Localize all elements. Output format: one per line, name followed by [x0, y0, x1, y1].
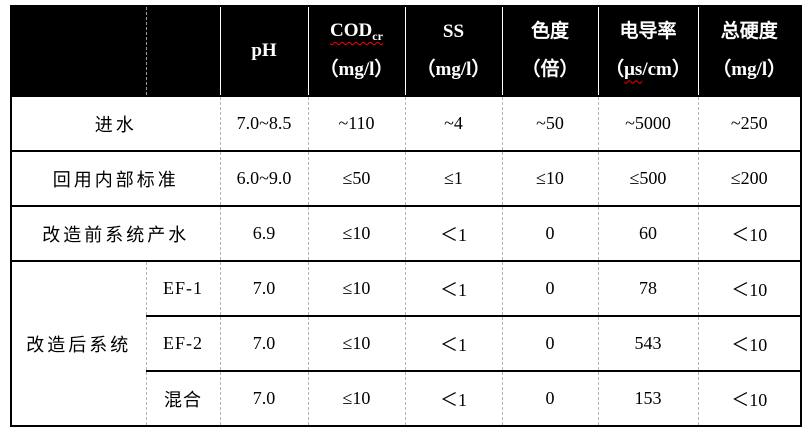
header-chromaticity-label: 色度 [530, 20, 569, 42]
table-row-ef2: EF-2 7.0 ≤10 ＜1 0 543 ＜10 [11, 315, 801, 371]
header-chromaticity-unit: （倍） [521, 58, 579, 80]
header-corner-left [11, 6, 146, 97]
header-conductivity-label: 电导率 [619, 20, 677, 42]
row-label-pre-retrofit: 改造前系统产水 [11, 205, 220, 261]
cell-influent-chromaticity: ~50 [501, 95, 598, 151]
cell-pre-retrofit-hardness: ＜10 [697, 205, 801, 261]
cell-standard-cod: ≤50 [307, 150, 405, 206]
cell-influent-hardness: ~250 [697, 95, 801, 151]
cell-ef1-ss: ＜1 [404, 260, 502, 316]
water-quality-table: pH CODcr （mg/l） SS （mg/l） 色度 （倍） [10, 5, 802, 427]
header-ss-label: SS [442, 20, 465, 42]
cell-mixed-ph: 7.0 [219, 370, 308, 426]
header-corner-sub [145, 6, 220, 97]
header-total-hardness: 总硬度 （mg/l） [697, 6, 801, 97]
cell-ef1-chromaticity: 0 [501, 260, 598, 316]
row-label-influent: 进水 [11, 95, 220, 151]
header-row: pH CODcr （mg/l） SS （mg/l） 色度 （倍） [11, 6, 801, 97]
cell-ef2-chromaticity: 0 [501, 315, 598, 371]
header-total-hardness-label: 总硬度 [720, 20, 778, 42]
cell-influent-ph: 7.0~8.5 [219, 95, 308, 151]
cell-ef2-cod: ≤10 [307, 315, 405, 371]
cell-influent-conductivity: ~5000 [597, 95, 698, 151]
cell-pre-retrofit-conductivity: 60 [597, 205, 698, 261]
cell-mixed-conductivity: 153 [597, 370, 698, 426]
header-conductivity: 电导率 （μs/cm） [597, 6, 698, 97]
row-sublabel-ef1: EF-1 [145, 260, 220, 316]
cell-influent-cod: ~110 [307, 95, 405, 151]
cell-ef2-ph: 7.0 [219, 315, 308, 371]
row-sublabel-ef2: EF-2 [145, 315, 220, 371]
header-cod-subscript: cr [372, 28, 383, 43]
cell-ef2-hardness: ＜10 [697, 315, 801, 371]
header-cod-label: CODcr [330, 19, 383, 43]
header-ss: SS （mg/l） [404, 6, 502, 97]
row-label-reuse-standard: 回用内部标准 [11, 150, 220, 206]
cell-standard-ph: 6.0~9.0 [219, 150, 308, 206]
header-cod-unit: （mg/l） [319, 59, 394, 81]
row-group-post-retrofit: 改造后系统 [11, 260, 146, 426]
cell-ef2-ss: ＜1 [404, 315, 502, 371]
header-ph: pH [219, 6, 308, 97]
cell-ef2-conductivity: 543 [597, 315, 698, 371]
header-chromaticity: 色度 （倍） [501, 6, 598, 97]
cell-pre-retrofit-ph: 6.9 [219, 205, 308, 261]
cell-standard-conductivity: ≤500 [597, 150, 698, 206]
header-ss-unit: （mg/l） [416, 58, 491, 80]
table-row-ef1: 改造后系统 EF-1 7.0 ≤10 ＜1 0 78 ＜10 [11, 260, 801, 426]
table-row-reuse-standard: 回用内部标准 6.0~9.0 ≤50 ≤1 ≤10 ≤500 ≤200 [11, 150, 801, 206]
cell-standard-chromaticity: ≤10 [501, 150, 598, 206]
cell-ef1-cod: ≤10 [307, 260, 405, 316]
cell-pre-retrofit-cod: ≤10 [307, 205, 405, 261]
table-row-influent: 进水 7.0~8.5 ~110 ~4 ~50 ~5000 ~250 [11, 95, 801, 151]
cell-pre-retrofit-ss: ＜1 [404, 205, 502, 261]
table-row-pre-retrofit: 改造前系统产水 6.9 ≤10 ＜1 0 60 ＜10 [11, 205, 801, 261]
header-ph-label: pH [251, 39, 277, 61]
cell-ef1-hardness: ＜10 [697, 260, 801, 316]
header-conductivity-unit: （μs/cm） [605, 58, 691, 80]
cell-influent-ss: ~4 [404, 95, 502, 151]
cell-mixed-cod: ≤10 [307, 370, 405, 426]
cell-mixed-ss: ＜1 [404, 370, 502, 426]
cell-mixed-hardness: ＜10 [697, 370, 801, 426]
row-sublabel-mixed: 混合 [145, 370, 220, 426]
header-cod: CODcr （mg/l） [307, 6, 405, 97]
cell-standard-ss: ≤1 [404, 150, 502, 206]
cell-standard-hardness: ≤200 [697, 150, 801, 206]
header-total-hardness-unit: （mg/l） [712, 58, 787, 80]
cell-ef1-conductivity: 78 [597, 260, 698, 316]
cell-pre-retrofit-chromaticity: 0 [501, 205, 598, 261]
cell-mixed-chromaticity: 0 [501, 370, 598, 426]
table-row-mixed: 混合 7.0 ≤10 ＜1 0 153 ＜10 [11, 370, 801, 426]
cell-ef1-ph: 7.0 [219, 260, 308, 316]
